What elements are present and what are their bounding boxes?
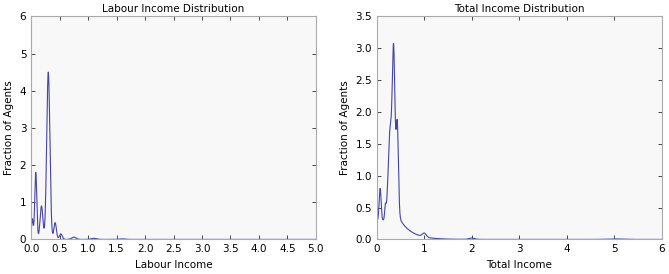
X-axis label: Total Income: Total Income (486, 260, 552, 270)
Title: Total Income Distribution: Total Income Distribution (454, 4, 585, 14)
X-axis label: Labour Income: Labour Income (134, 260, 212, 270)
Title: Labour Income Distribution: Labour Income Distribution (102, 4, 245, 14)
Y-axis label: Fraction of Agents: Fraction of Agents (340, 81, 350, 175)
Y-axis label: Fraction of Agents: Fraction of Agents (4, 81, 14, 175)
